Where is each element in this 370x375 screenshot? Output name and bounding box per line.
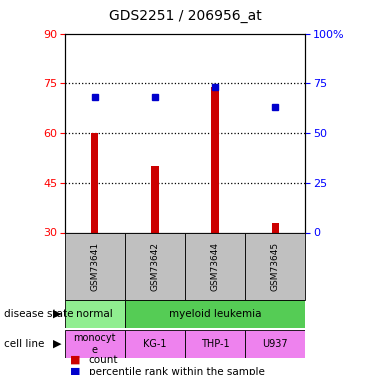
Text: disease state: disease state bbox=[4, 309, 73, 319]
Bar bbox=[151, 166, 158, 232]
Bar bbox=[65, 330, 125, 358]
Text: percentile rank within the sample: percentile rank within the sample bbox=[89, 367, 265, 375]
Text: ▶: ▶ bbox=[53, 309, 61, 319]
Bar bbox=[245, 232, 305, 300]
Text: ▶: ▶ bbox=[53, 339, 61, 349]
Bar bbox=[125, 330, 185, 358]
Bar bbox=[125, 232, 185, 300]
Bar bbox=[212, 87, 219, 232]
Bar bbox=[245, 330, 305, 358]
Text: normal: normal bbox=[77, 309, 113, 319]
Text: GSM73641: GSM73641 bbox=[90, 242, 99, 291]
Bar bbox=[125, 300, 305, 328]
Text: cell line: cell line bbox=[4, 339, 44, 349]
Text: myeloid leukemia: myeloid leukemia bbox=[169, 309, 261, 319]
Bar bbox=[65, 300, 125, 328]
Text: GSM73644: GSM73644 bbox=[211, 242, 219, 291]
Text: ■: ■ bbox=[70, 367, 81, 375]
Bar bbox=[91, 133, 98, 232]
Text: KG-1: KG-1 bbox=[143, 339, 167, 349]
Bar bbox=[185, 330, 245, 358]
Text: GSM73642: GSM73642 bbox=[151, 242, 159, 291]
Text: count: count bbox=[89, 355, 118, 365]
Text: GSM73645: GSM73645 bbox=[271, 242, 280, 291]
Bar bbox=[65, 232, 125, 300]
Text: U937: U937 bbox=[262, 339, 288, 349]
Text: GDS2251 / 206956_at: GDS2251 / 206956_at bbox=[109, 9, 261, 23]
Text: ■: ■ bbox=[70, 355, 81, 365]
Text: monocyt
e: monocyt e bbox=[74, 333, 116, 355]
Bar bbox=[272, 223, 279, 232]
Text: THP-1: THP-1 bbox=[201, 339, 229, 349]
Bar bbox=[185, 232, 245, 300]
